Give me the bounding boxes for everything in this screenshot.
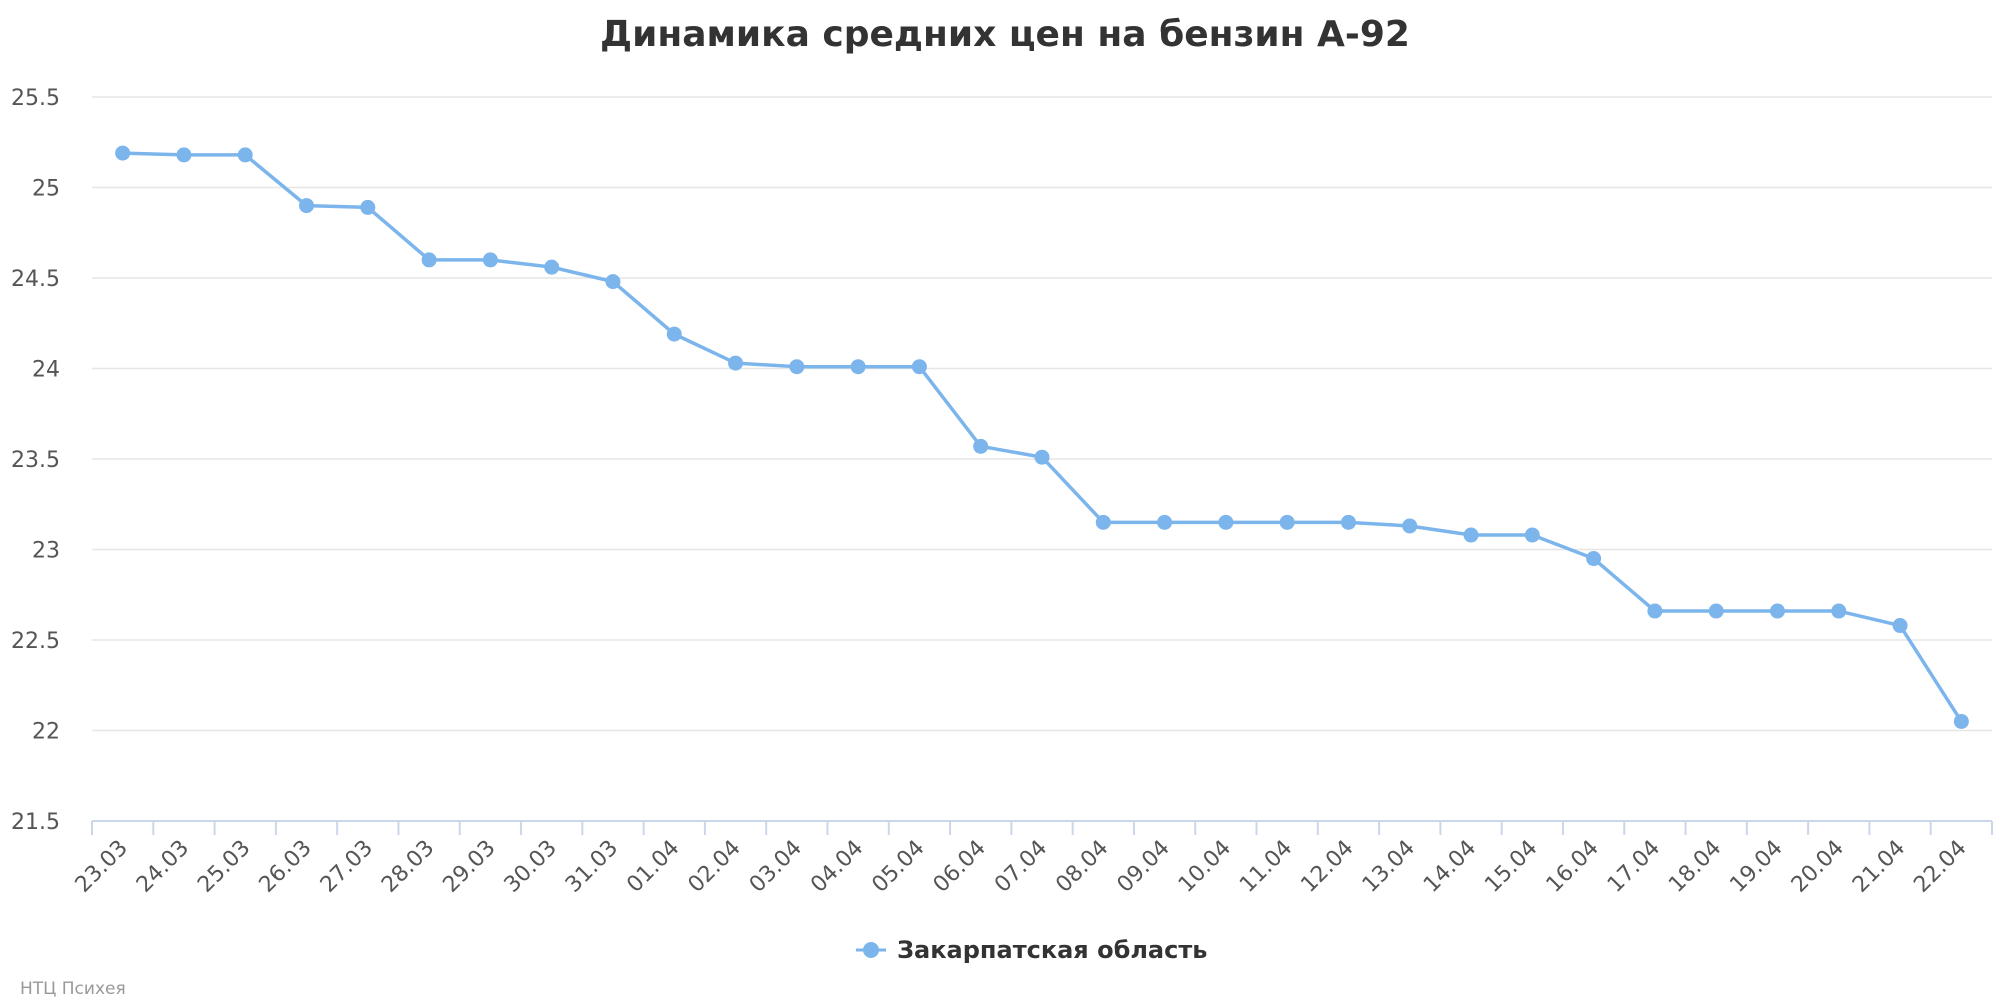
x-tick-label: 05.04 <box>867 836 929 898</box>
data-point[interactable] <box>237 147 253 163</box>
x-tick-label: 09.04 <box>1113 836 1175 898</box>
data-point[interactable] <box>360 199 376 215</box>
y-tick-label: 21.5 <box>11 810 60 835</box>
x-tick-label: 04.04 <box>806 836 868 898</box>
x-tick-label: 21.04 <box>1848 836 1910 898</box>
x-tick-label: 26.03 <box>255 836 317 898</box>
x-tick-label: 17.04 <box>1603 836 1665 898</box>
x-tick-label: 23.03 <box>71 836 133 898</box>
data-point[interactable] <box>605 274 621 290</box>
x-tick-label: 12.04 <box>1296 836 1358 898</box>
x-tick-label: 08.04 <box>1051 836 1113 898</box>
data-point[interactable] <box>1647 603 1663 619</box>
data-point[interactable] <box>1524 527 1540 543</box>
y-tick-label: 25 <box>32 177 60 202</box>
legend[interactable]: Закарпатская область <box>856 936 1207 964</box>
data-point[interactable] <box>1095 514 1111 530</box>
x-tick-label: 31.03 <box>561 836 623 898</box>
series-line <box>120 151 1964 724</box>
y-tick-label: 22.5 <box>11 629 60 654</box>
x-tick-label: 07.04 <box>990 836 1052 898</box>
x-tick-label: 14.04 <box>1419 836 1481 898</box>
data-point[interactable] <box>728 355 744 371</box>
data-point[interactable] <box>1586 551 1602 567</box>
data-point[interactable] <box>1769 603 1785 619</box>
x-tick-label: 11.04 <box>1235 836 1297 898</box>
data-point[interactable] <box>482 252 498 268</box>
x-tick-label: 19.04 <box>1726 836 1788 898</box>
x-tick-label: 24.03 <box>132 836 194 898</box>
x-tick-label: 27.03 <box>316 836 378 898</box>
data-point[interactable] <box>1831 603 1847 619</box>
data-point[interactable] <box>1953 713 1969 729</box>
data-point[interactable] <box>544 259 560 275</box>
x-tick-label: 10.04 <box>1174 836 1236 898</box>
x-tick-label: 30.03 <box>500 836 562 898</box>
y-tick-label: 23.5 <box>11 448 60 473</box>
x-tick-label: 20.04 <box>1787 836 1849 898</box>
data-point[interactable] <box>299 198 315 214</box>
data-point[interactable] <box>421 252 437 268</box>
legend-label: Закарпатская область <box>897 936 1207 964</box>
data-point[interactable] <box>973 438 989 454</box>
x-tick-label: 06.04 <box>929 836 991 898</box>
x-tick-label: 02.04 <box>684 836 746 898</box>
data-point[interactable] <box>1340 514 1356 530</box>
x-axis: 23.03 24.03 25.03 26.03 27.03 28.03 29.03 30.03… <box>71 820 1993 898</box>
x-tick-label: 15.04 <box>1480 836 1542 898</box>
chart-title: Динамика средних цен на бензин А-92 <box>600 14 1410 55</box>
x-tick-label: 18.04 <box>1664 836 1726 898</box>
y-tick-label: 22 <box>32 720 60 745</box>
y-tick-label: 23 <box>32 539 60 564</box>
x-tick-label: 13.04 <box>1358 836 1420 898</box>
data-point[interactable] <box>1892 618 1908 634</box>
x-tick-label: 01.04 <box>622 836 684 898</box>
x-tick-label: 03.04 <box>745 836 807 898</box>
data-point[interactable] <box>911 359 927 375</box>
data-point[interactable] <box>115 145 131 161</box>
data-point[interactable] <box>1463 527 1479 543</box>
x-tick-label: 16.04 <box>1542 836 1604 898</box>
data-point[interactable] <box>1034 449 1050 465</box>
grid-lines <box>92 96 1992 732</box>
data-point[interactable] <box>1157 514 1173 530</box>
data-point[interactable] <box>666 326 682 342</box>
legend-marker-icon <box>863 942 879 958</box>
credits[interactable]: НТЦ Психея <box>20 979 126 999</box>
x-tick-label: 25.03 <box>193 836 255 898</box>
series-group <box>115 145 1969 729</box>
data-point[interactable] <box>789 359 805 375</box>
y-tick-label: 24 <box>32 358 60 383</box>
y-axis: 21.5 22 22.5 23 23.5 24 24.5 25 25.5 <box>11 86 60 835</box>
data-point[interactable] <box>1402 518 1418 534</box>
y-tick-label: 24.5 <box>11 267 60 292</box>
data-point[interactable] <box>1708 603 1724 619</box>
data-point[interactable] <box>176 147 192 163</box>
data-point[interactable] <box>1279 514 1295 530</box>
data-point[interactable] <box>1218 514 1234 530</box>
x-tick-label: 22.04 <box>1909 836 1971 898</box>
x-tick-label: 29.03 <box>438 836 500 898</box>
x-tick-label: 28.03 <box>377 836 439 898</box>
data-point[interactable] <box>850 359 866 375</box>
y-tick-label: 25.5 <box>11 86 60 111</box>
